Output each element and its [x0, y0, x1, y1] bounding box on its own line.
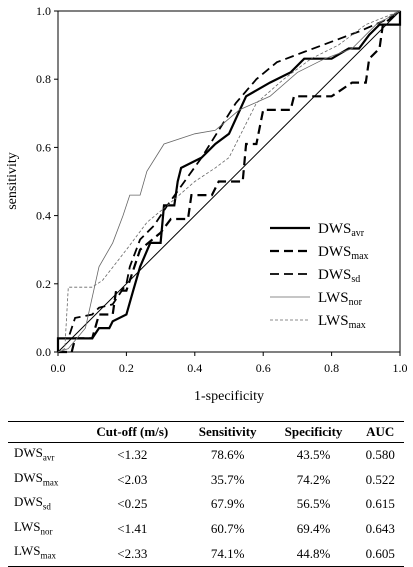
table-cell-cutoff: <1.32 [117, 447, 148, 463]
x-tick-label: 0.4 [187, 361, 202, 375]
plot-axes: 0.0 0.2 0.4 0.6 0.8 1.0 0.0 0.2 0.4 0.6 0.8 1.0 [36, 4, 408, 375]
table-header-cell: Sensitivity [198, 424, 257, 439]
roc-chart: 0.0 0.2 0.4 0.6 0.8 1.0 0.0 0.2 0.4 0.6 0.8 1.0 DWS… [5, 4, 408, 404]
legend: DWSavr DWSmax DWSsd LWSnor LWSmax [270, 221, 369, 331]
y-tick-label: 0.8 [36, 72, 51, 86]
table-row: DWSsd <0.25 67.9% 56.5% 0.615 [8, 492, 404, 517]
table-header-cell: Specificity [284, 424, 343, 439]
y-tick-label: 1.0 [36, 4, 51, 18]
table-cell-cutoff: <0.25 [117, 496, 148, 512]
method-subscript: avr [42, 452, 55, 463]
y-axis-label: sensitivity [5, 152, 20, 210]
x-tick-label: 0.0 [51, 361, 66, 375]
series-line-lws-nor [57, 10, 401, 353]
x-tick-label: 0.6 [256, 361, 271, 375]
table-header-cell [8, 422, 80, 443]
table-cell-cutoff: <2.33 [117, 545, 148, 561]
x-tick-label: 0.8 [324, 361, 339, 375]
method-subscript: sd [42, 501, 51, 512]
table-header-cell: AUC [366, 424, 395, 439]
series-line-dws-max [58, 10, 401, 354]
table-row: DWSmax <2.03 35.7% 74.2% 0.522 [8, 468, 404, 493]
table-row: LWSmax <2.33 74.1% 44.8% 0.605 [8, 541, 404, 567]
table-cell-sensitivity: 67.9% [210, 496, 245, 512]
table-cell-specificity: 56.5% [296, 496, 331, 512]
table-cell-method: DWSsd [14, 494, 51, 512]
table-cell-sensitivity: 74.1% [210, 545, 245, 561]
y-tick-label: 0.6 [36, 140, 51, 154]
table-cell-method: LWSmax [14, 543, 56, 561]
table-header-row: Cut-off (m/s) Sensitivity Specificity AUC [8, 421, 404, 443]
table-cell-auc: 0.615 [365, 496, 395, 512]
legend-label: LWSmax [318, 313, 366, 331]
method-subscript: max [42, 477, 59, 488]
legend-label: LWSnor [318, 290, 363, 308]
roc-stats-table: Cut-off (m/s) Sensitivity Specificity AUC D… [8, 421, 404, 567]
legend-label: DWSmax [318, 244, 369, 262]
legend-label: DWSavr [318, 221, 365, 239]
table-cell-specificity: 44.8% [296, 545, 331, 561]
y-tick-label: 0.0 [36, 345, 51, 359]
table-cell-specificity: 69.4% [296, 521, 331, 537]
table-cell-cutoff: <1.41 [117, 521, 148, 537]
method-subscript: nor [40, 526, 53, 537]
x-tick-label: 0.2 [119, 361, 134, 375]
table-cell-specificity: 74.2% [296, 471, 331, 487]
table-cell-auc: 0.580 [365, 447, 395, 463]
table-cell-method: LWSnor [14, 518, 53, 537]
plot-series [56, 10, 402, 354]
plot-frame [57, 10, 401, 353]
table-row: LWSnor <1.41 60.7% 69.4% 0.643 [8, 517, 404, 542]
y-tick-label: 0.2 [36, 277, 51, 291]
table-cell-auc: 0.643 [365, 521, 395, 537]
x-tick-label: 1.0 [393, 361, 408, 375]
table-cell-sensitivity: 78.6% [210, 447, 245, 463]
x-axis-label: 1-specificity [194, 389, 264, 404]
table-cell-cutoff: <2.03 [117, 471, 148, 487]
y-tick-label: 0.4 [36, 209, 51, 223]
table-body: DWSavr <1.32 78.6% 43.5% 0.580 DWSmax <2.03 35.… [8, 443, 404, 567]
table-cell-auc: 0.605 [365, 545, 395, 561]
legend-label: DWSsd [318, 267, 360, 285]
table-cell-method: DWSavr [14, 445, 55, 463]
table-cell-method: DWSmax [14, 469, 59, 488]
method-subscript: max [40, 550, 56, 561]
table-row: DWSavr <1.32 78.6% 43.5% 0.580 [8, 443, 404, 468]
series-line-lws-max [57, 10, 401, 353]
table-cell-auc: 0.522 [365, 471, 395, 487]
table-cell-sensitivity: 60.7% [210, 521, 245, 537]
table-header-cell: Cut-off (m/s) [96, 424, 169, 439]
table-cell-specificity: 43.5% [296, 447, 331, 463]
table-cell-sensitivity: 35.7% [210, 471, 245, 487]
